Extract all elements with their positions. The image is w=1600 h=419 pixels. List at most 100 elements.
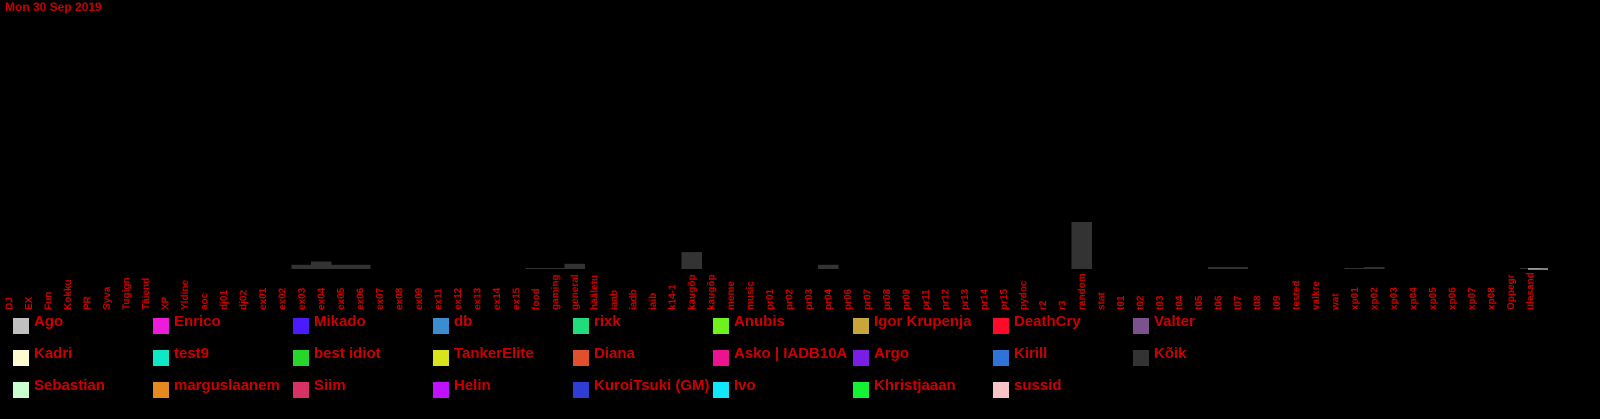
x-tick-label: ex01	[258, 287, 269, 310]
x-tick-label: ex13	[473, 287, 484, 310]
legend-swatch	[713, 382, 729, 398]
x-tick-label: pr08	[882, 288, 893, 310]
legend-label: best idiot	[314, 345, 381, 362]
x-tick-label: ex11	[434, 288, 445, 310]
legend-swatch	[993, 318, 1009, 334]
x-tick-label: ex09	[414, 287, 425, 310]
x-tick-label: dj01	[219, 290, 230, 310]
x-tick-label: random	[1077, 273, 1088, 310]
legend-swatch	[153, 382, 169, 398]
x-tick-label: Yldine	[180, 280, 191, 310]
legend-swatch	[993, 382, 1009, 398]
bar-kaugõp	[681, 252, 702, 269]
legend-label: Enrico	[174, 313, 221, 330]
x-tick-label: Syva	[102, 286, 113, 310]
legend-label: Argo	[874, 345, 909, 362]
x-tick-label: r3	[1058, 300, 1069, 310]
x-tick-label: iaib	[648, 293, 659, 310]
x-tick-label: kaugõp	[687, 274, 698, 310]
bar-ex06	[350, 264, 371, 269]
bar-t07	[1227, 267, 1248, 269]
x-tick-label: iaab	[609, 290, 620, 310]
legend-swatch	[433, 318, 449, 334]
x-tick-label: music	[746, 281, 757, 310]
legend-label: marguslaanem	[174, 377, 280, 394]
x-tick-label: pydoc	[1019, 280, 1030, 310]
legend-swatch	[153, 318, 169, 334]
legend-swatch	[293, 350, 309, 366]
x-tick-label: pr15	[999, 288, 1010, 310]
x-tick-label: ex02	[278, 287, 289, 310]
x-tick-label: Täiend	[141, 278, 152, 310]
bar-xp01	[1344, 268, 1365, 269]
legend-swatch	[853, 350, 869, 366]
x-tick-label: pr12	[941, 288, 952, 310]
x-tick-label: t06	[1214, 295, 1225, 310]
x-tick-label: meme	[726, 281, 737, 310]
legend-swatch	[573, 350, 589, 366]
legend-swatch	[1133, 350, 1149, 366]
x-tick-label: xp05	[1428, 287, 1439, 310]
legend-swatch	[993, 350, 1009, 366]
x-tick-label: ex07	[375, 287, 386, 310]
bar-ex03	[291, 264, 312, 269]
legend-swatch	[573, 382, 589, 398]
legend-label: db	[454, 313, 473, 330]
x-tick-label: xp04	[1409, 287, 1420, 310]
x-tick-label: ex08	[395, 287, 406, 310]
x-tick-label: ex04	[317, 287, 328, 310]
x-tick-label: t01	[1116, 295, 1127, 310]
x-tick-label: tested	[1292, 281, 1303, 310]
legend-swatch	[853, 382, 869, 398]
legend-label: Mikado	[314, 313, 366, 330]
legend-swatch	[433, 350, 449, 366]
legend-swatch	[853, 318, 869, 334]
legend-label: Ago	[34, 313, 64, 330]
x-tick-label: stat	[1097, 292, 1108, 310]
x-tick-label: ülesand	[1526, 272, 1537, 310]
legend-label: Anubis	[734, 313, 785, 330]
x-tick-label: EX	[24, 296, 35, 310]
x-tick-label: XP	[161, 296, 172, 310]
legend-label: test9	[174, 345, 210, 362]
legend-label: Khristjaaan	[874, 377, 956, 394]
bar-xp02	[1364, 267, 1385, 269]
bar-ex04	[311, 261, 332, 269]
x-tick-label: xp07	[1467, 287, 1478, 310]
x-tick-label: pr01	[765, 288, 776, 310]
x-tick-label: t03	[1155, 295, 1166, 310]
x-tick-label: pr14	[980, 288, 991, 310]
legend-label: Kirill	[1014, 345, 1048, 362]
legend-label: Igor Krupenja	[874, 313, 972, 330]
legend-swatch	[13, 318, 29, 334]
x-tick-label: ex14	[492, 287, 503, 310]
legend-swatch	[573, 318, 589, 334]
x-tick-label: pr07	[863, 288, 874, 310]
bar-random	[1071, 222, 1092, 269]
x-tick-label: t04	[1175, 295, 1186, 310]
bar-food	[525, 268, 546, 269]
legend-swatch	[153, 350, 169, 366]
x-tick-label: general	[570, 274, 581, 310]
x-tick-label: gaming	[551, 274, 562, 310]
legend-label: Sebastian	[34, 377, 105, 394]
x-tick-label: ex12	[453, 287, 464, 310]
x-tick-label: pr03	[804, 288, 815, 310]
x-tick-label: hääletu	[590, 275, 601, 310]
legend-swatch	[433, 382, 449, 398]
x-tick-label: PR	[83, 295, 94, 310]
x-tick-label: Fun	[44, 292, 55, 310]
x-tick-label: Tugign	[122, 277, 133, 310]
x-tick-label: t09	[1272, 295, 1283, 310]
x-tick-label: pr09	[902, 288, 913, 310]
bar-pr04	[818, 264, 839, 269]
x-tick-label: pr04	[824, 288, 835, 310]
legend-label: Siim	[314, 377, 346, 394]
x-tick-label: valkre	[1311, 281, 1322, 310]
x-tick-label: xp01	[1350, 287, 1361, 310]
x-tick-label: xp06	[1448, 287, 1459, 310]
x-tick-label: t08	[1253, 295, 1264, 310]
x-tick-label: xp02	[1370, 287, 1381, 310]
chart-title: Mon 30 Sep 2019	[5, 0, 102, 14]
